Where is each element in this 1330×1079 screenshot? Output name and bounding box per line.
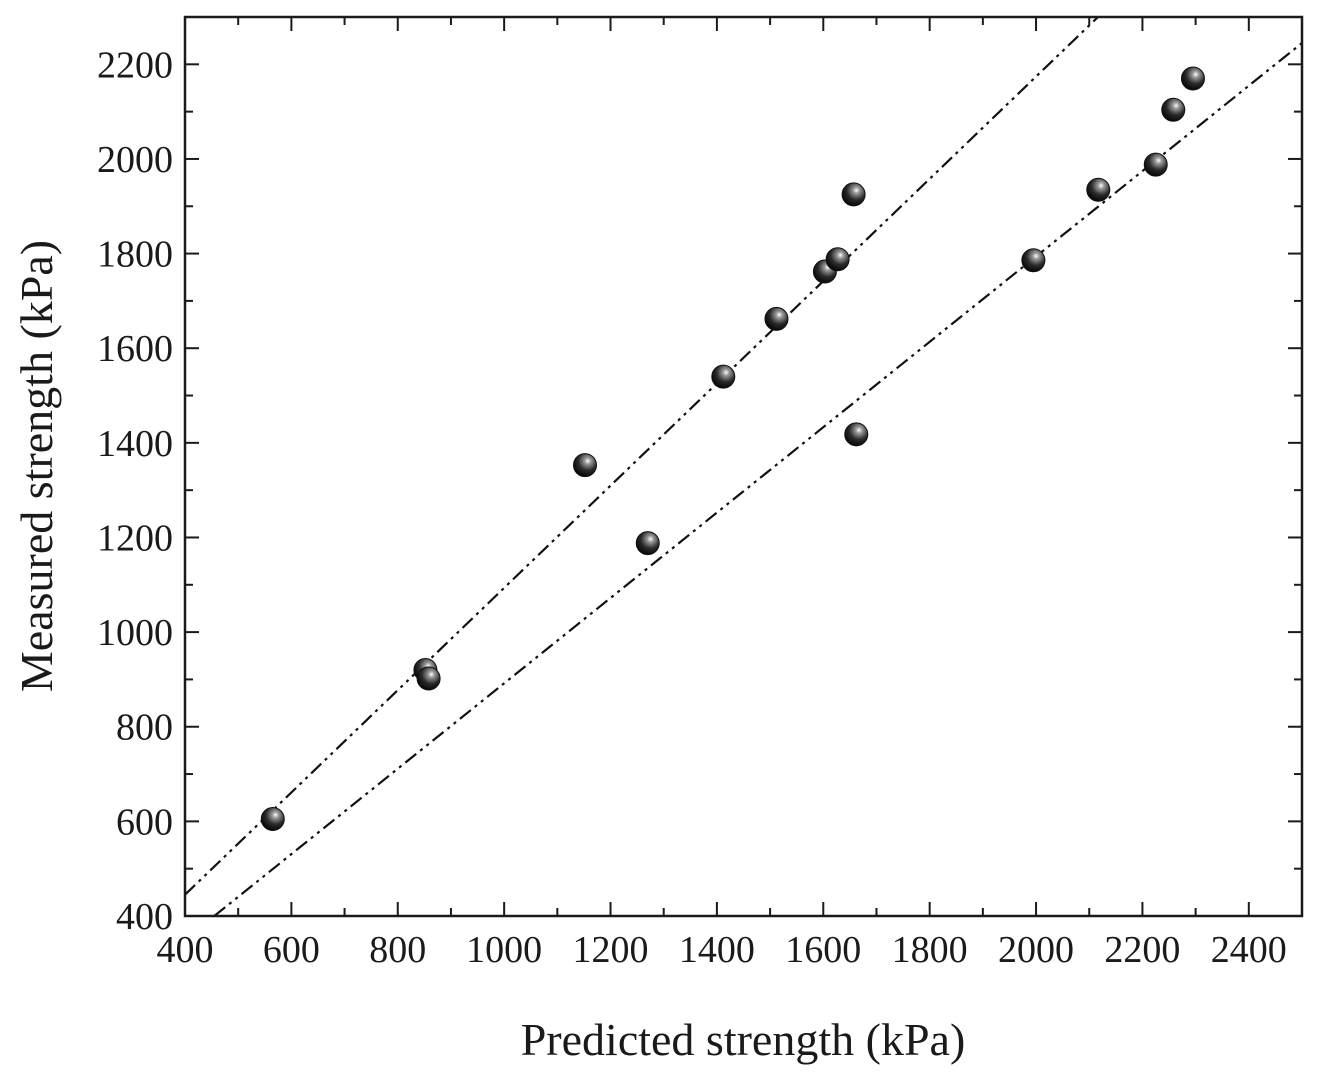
y-tick-labels: 400 600 800 1000 1200 1400 1600 1800 2000 2200 [97,44,173,938]
data-point [1143,152,1168,177]
y-tick-label: 1200 [97,517,173,559]
data-point [841,182,866,207]
x-tick-label: 600 [263,929,320,971]
data-point [1021,248,1046,273]
x-axis-title: Predicted strength (kPa) [521,1014,966,1065]
y-tick-label: 2000 [97,139,173,181]
x-tick-label: 1200 [573,929,649,971]
data-point [764,306,789,331]
x-tick-label: 400 [157,929,214,971]
data-point [1086,177,1111,202]
y-tick-label: 2200 [97,44,173,86]
data-point [260,807,285,832]
reference-line-2 [213,42,1302,916]
y-tick-label: 600 [116,801,173,843]
data-points [260,66,1205,832]
x-tick-label: 1600 [785,929,861,971]
y-tick-label: 1000 [97,612,173,654]
x-tick-labels: 400 600 800 1000 1200 1400 1600 1800 2000 2200 240… [157,929,1287,971]
y-tick-label: 1400 [97,423,173,465]
data-point [1180,66,1205,91]
data-point [416,666,441,691]
data-point [572,453,597,478]
x-tick-label: 2000 [998,929,1074,971]
y-tick-label: 400 [116,896,173,938]
data-point [1161,97,1186,122]
data-point [711,364,736,389]
y-tick-label: 1800 [97,234,173,276]
y-tick-label: 1600 [97,328,173,370]
x-tick-label: 2400 [1211,929,1287,971]
axis-ticks [184,16,1303,917]
x-tick-label: 1000 [466,929,542,971]
x-tick-label: 1400 [679,929,755,971]
data-point [825,247,850,272]
x-tick-label: 800 [369,929,426,971]
reference-lines [185,17,1302,916]
x-tick-label: 1800 [892,929,968,971]
y-axis-title: Measured strength (kPa) [11,240,62,692]
y-tick-label: 800 [116,707,173,749]
data-point [844,422,869,447]
x-tick-label: 2200 [1104,929,1180,971]
plot-frame [183,15,1304,918]
reference-line-1 [185,17,1100,896]
data-point [635,531,660,556]
